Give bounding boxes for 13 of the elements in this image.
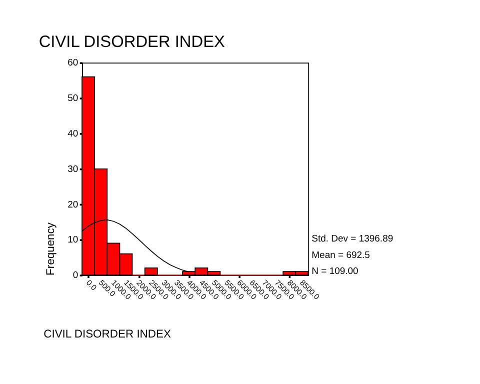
y-tick-label: 50 <box>68 93 78 104</box>
y-tick-label: 40 <box>68 128 78 140</box>
y-tick-label: 0 <box>72 270 78 282</box>
text: Std. Dev = 1396.89 <box>312 233 394 244</box>
y-tick-label: 60 <box>68 58 78 69</box>
text: Mean = 692.5 <box>312 250 370 261</box>
y-tick-label: 20 <box>68 199 78 210</box>
text: N = 109.00 <box>312 266 358 278</box>
x-axis-title: CIVIL DISORDER INDEX <box>44 328 172 341</box>
chart-title: CIVIL DISORDER INDEX <box>38 33 226 52</box>
y-axis-title: Frequency <box>44 222 57 276</box>
y-tick-label: 10 <box>68 234 78 246</box>
y-tick-label: 30 <box>68 164 78 175</box>
